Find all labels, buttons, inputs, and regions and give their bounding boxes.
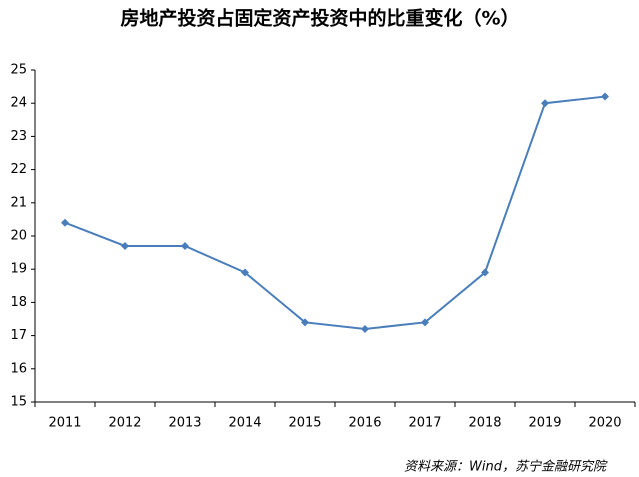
x-tick-label: 2013 <box>168 416 201 431</box>
x-tick-label: 2012 <box>108 416 141 431</box>
x-tick-label: 2018 <box>468 416 501 431</box>
y-tick-label: 23 <box>10 129 27 144</box>
x-tick-label: 2015 <box>288 416 321 431</box>
y-tick-label: 24 <box>10 96 27 111</box>
x-tick-label: 2020 <box>588 416 621 431</box>
x-tick-label: 2011 <box>48 416 81 431</box>
y-tick-label: 18 <box>10 295 27 310</box>
data-point <box>481 268 489 277</box>
data-point <box>301 318 309 327</box>
y-tick-label: 15 <box>10 395 27 410</box>
data-point <box>181 241 189 250</box>
y-tick-label: 16 <box>10 361 27 376</box>
x-tick-label: 2016 <box>348 416 381 431</box>
y-tick-label: 20 <box>10 229 27 244</box>
x-tick-label: 2014 <box>228 416 261 431</box>
data-point <box>421 318 429 327</box>
x-tick-label: 2017 <box>408 416 441 431</box>
data-line <box>64 95 606 330</box>
y-tick-label: 25 <box>10 63 27 78</box>
chart-title: 房地产投资占固定资产投资中的比重变化（%） <box>120 7 519 30</box>
y-tick-label: 17 <box>10 328 27 343</box>
data-point <box>241 268 249 277</box>
y-tick-label: 19 <box>10 262 27 277</box>
x-tick-label: 2019 <box>528 416 561 431</box>
data-point <box>361 324 369 333</box>
data-point <box>601 92 609 101</box>
y-tick-label: 21 <box>10 195 27 210</box>
data-point <box>61 218 69 227</box>
data-point <box>541 99 549 108</box>
source-note: 资料来源：Wind，苏宁金融研究院 <box>404 459 608 475</box>
data-point <box>121 241 129 250</box>
y-tick-label: 22 <box>10 162 27 177</box>
